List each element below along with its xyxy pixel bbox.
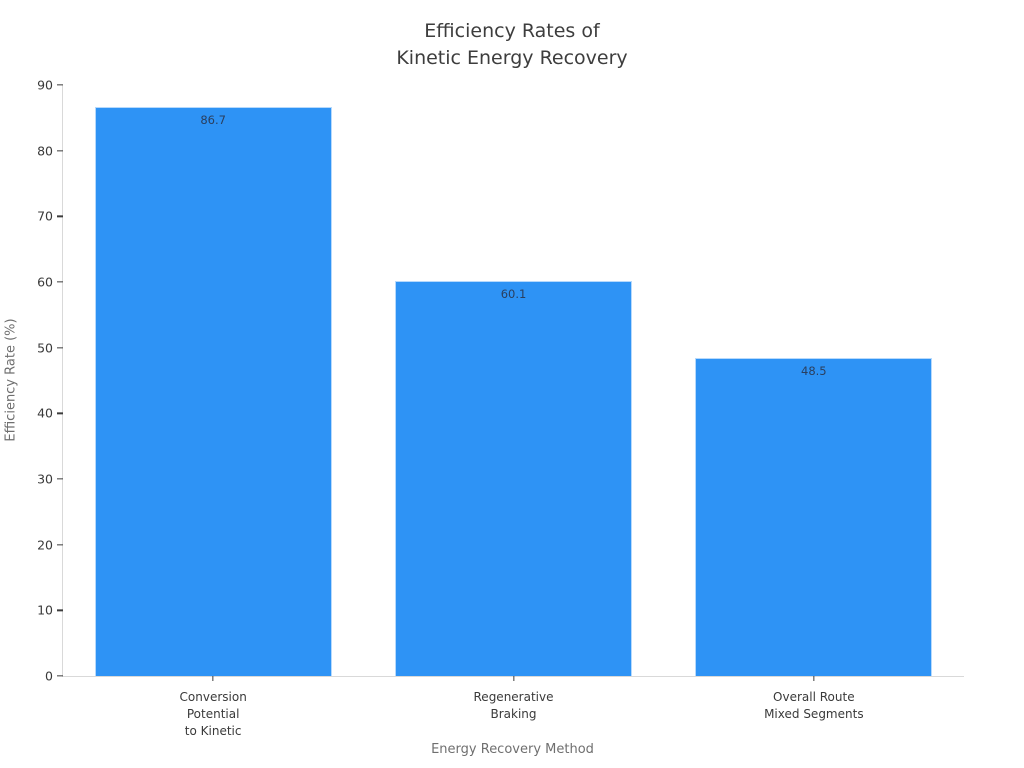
y-tick-label: 70 — [37, 208, 53, 224]
bar-value-label: 48.5 — [801, 363, 827, 378]
bar-value-label: 86.7 — [200, 112, 226, 127]
plot-area: 0 10 20 30 40 50 60 70 80 90 86.7 Conversion Potent… — [37, 78, 964, 738]
y-tick-label: 50 — [37, 340, 53, 356]
bar: 86.7 — [94, 106, 332, 676]
y-tick-mark — [57, 215, 63, 217]
y-tick-mark — [57, 609, 63, 611]
x-axis-title: Energy Recovery Method — [431, 742, 594, 757]
y-tick-label: 30 — [37, 471, 53, 487]
x-tick-mark — [212, 676, 214, 681]
y-tick-label: 90 — [37, 77, 53, 93]
bar: 60.1 — [395, 281, 632, 676]
x-category-label: Overall Route Mixed Segments — [764, 690, 864, 721]
y-tick-mark — [57, 412, 63, 414]
y-axis-title: Efficiency Rate (%) — [3, 318, 19, 442]
y-tick-mark — [57, 544, 63, 546]
y-tick-mark — [57, 478, 63, 480]
y-tick-mark — [57, 84, 63, 86]
x-category-label: Regenerative Braking — [473, 690, 554, 721]
x-category-label: Conversion Potential to Kinetic — [179, 690, 247, 738]
bar: 48.5 — [695, 357, 933, 676]
y-tick-label: 20 — [37, 537, 53, 553]
y-tick-mark — [57, 150, 63, 152]
y-tick-label: 80 — [37, 143, 53, 159]
x-tick-mark — [512, 676, 515, 681]
bar-value-label: 60.1 — [500, 287, 527, 302]
y-tick-label: 0 — [45, 668, 53, 684]
y-tick-label: 60 — [37, 274, 53, 290]
x-tick-mark — [813, 676, 815, 681]
y-tick-label: 10 — [37, 602, 53, 618]
y-tick-label: 40 — [37, 405, 53, 421]
y-tick-mark — [57, 675, 63, 677]
y-tick-mark — [57, 281, 63, 283]
y-tick-mark — [57, 347, 63, 349]
chart-title: Efficiency Rates of Kinetic Energy Recov… — [396, 20, 628, 69]
